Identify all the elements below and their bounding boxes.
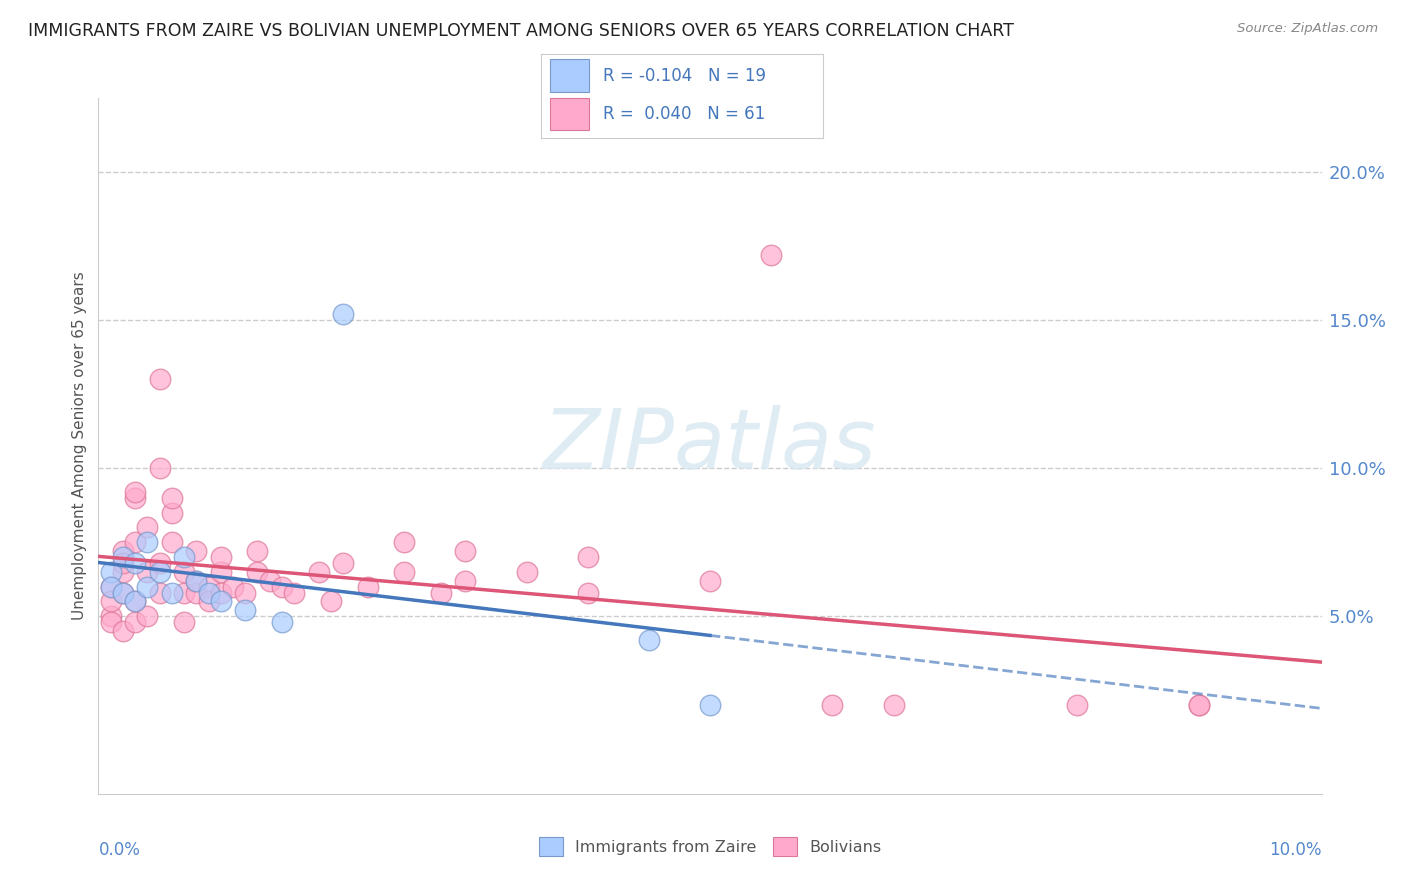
Point [699, 574, 721, 588]
Point [1188, 698, 1211, 712]
Point [186, 585, 208, 599]
Point [160, 491, 183, 505]
Bar [550, 97, 589, 130]
Point [186, 544, 208, 558]
Point [149, 585, 172, 599]
Point [136, 565, 159, 579]
Point [160, 506, 183, 520]
Point [1066, 698, 1088, 712]
Point [186, 574, 208, 588]
Text: R =  0.040   N = 61: R = 0.040 N = 61 [603, 104, 765, 123]
Point [111, 585, 134, 599]
Point [209, 565, 232, 579]
Point [576, 549, 599, 564]
Point [576, 585, 599, 599]
Point [124, 491, 146, 505]
Point [454, 574, 477, 588]
Point [186, 574, 208, 588]
Point [356, 580, 378, 594]
Point [637, 632, 661, 647]
Text: 10.0%: 10.0% [1270, 841, 1322, 859]
Point [149, 556, 172, 570]
Point [100, 565, 122, 579]
Point [259, 574, 281, 588]
Point [100, 615, 122, 629]
Point [111, 565, 134, 579]
Point [1188, 698, 1211, 712]
Point [100, 594, 122, 608]
Point [319, 594, 342, 608]
Point [270, 615, 292, 629]
Text: Source: ZipAtlas.com: Source: ZipAtlas.com [1237, 22, 1378, 36]
Point [270, 580, 292, 594]
Point [883, 698, 905, 712]
Point [516, 565, 538, 579]
Point [246, 565, 269, 579]
Point [209, 585, 232, 599]
Point [124, 556, 146, 570]
Point [124, 615, 146, 629]
Point [173, 585, 195, 599]
Point [136, 580, 159, 594]
Point [160, 535, 183, 549]
Text: IMMIGRANTS FROM ZAIRE VS BOLIVIAN UNEMPLOYMENT AMONG SENIORS OVER 65 YEARS CORRE: IMMIGRANTS FROM ZAIRE VS BOLIVIAN UNEMPL… [28, 22, 1014, 40]
Point [124, 484, 146, 499]
Point [173, 549, 195, 564]
Point [222, 580, 245, 594]
Text: 0.0%: 0.0% [98, 841, 141, 859]
Point [100, 609, 122, 624]
Point [233, 603, 256, 617]
Point [759, 248, 782, 262]
Point [100, 580, 122, 594]
Legend: Immigrants from Zaire, Bolivians: Immigrants from Zaire, Bolivians [531, 830, 889, 863]
Point [124, 594, 146, 608]
Point [392, 535, 416, 549]
Point [454, 544, 477, 558]
Point [209, 549, 232, 564]
Point [111, 585, 134, 599]
Text: ZIPatlas: ZIPatlas [543, 406, 877, 486]
Point [308, 565, 330, 579]
Point [136, 609, 159, 624]
Y-axis label: Unemployment Among Seniors over 65 years: Unemployment Among Seniors over 65 years [72, 272, 87, 620]
Point [332, 307, 354, 321]
Point [111, 556, 134, 570]
Point [173, 615, 195, 629]
Point [197, 580, 219, 594]
Point [392, 565, 416, 579]
Point [430, 585, 453, 599]
Point [124, 535, 146, 549]
Point [283, 585, 305, 599]
Point [149, 565, 172, 579]
Point [209, 594, 232, 608]
Point [699, 698, 721, 712]
Point [160, 585, 183, 599]
Point [136, 535, 159, 549]
Point [111, 544, 134, 558]
Point [149, 461, 172, 475]
Point [173, 565, 195, 579]
Point [149, 372, 172, 386]
Point [821, 698, 844, 712]
Point [233, 585, 256, 599]
Text: R = -0.104   N = 19: R = -0.104 N = 19 [603, 67, 766, 85]
Point [136, 520, 159, 534]
Point [197, 594, 219, 608]
Point [197, 585, 219, 599]
Point [246, 544, 269, 558]
Point [111, 549, 134, 564]
Point [111, 624, 134, 638]
Point [100, 580, 122, 594]
Point [124, 594, 146, 608]
Point [332, 556, 354, 570]
Bar [550, 60, 589, 92]
